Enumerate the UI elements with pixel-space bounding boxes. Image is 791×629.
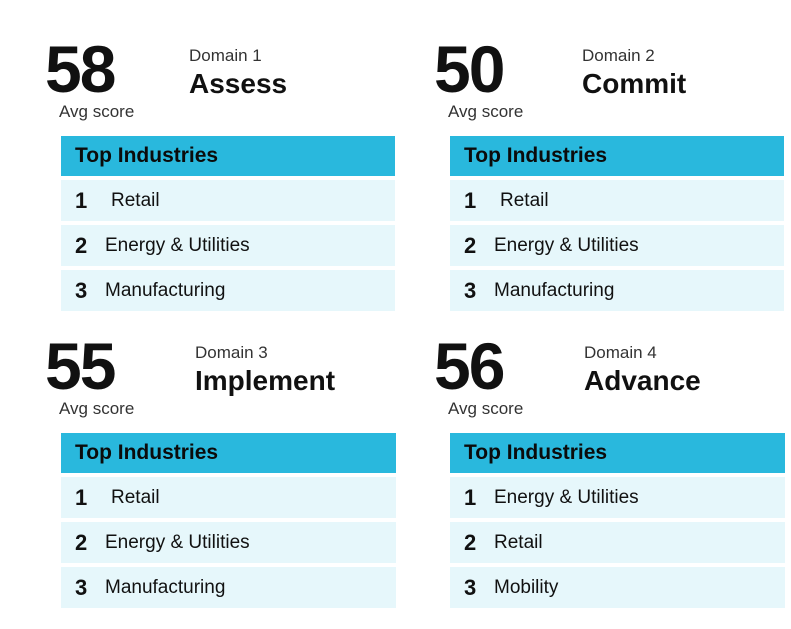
avg-score-value: 58 <box>45 32 116 106</box>
table-row: 2 Energy & Utilities <box>61 225 395 266</box>
industry-name: Manufacturing <box>494 279 615 301</box>
industry-name: Retail <box>111 486 160 508</box>
table-row: 3 Mobility <box>450 567 785 608</box>
avg-score-value: 55 <box>45 329 116 403</box>
domain-name: Advance <box>584 365 701 396</box>
domain-label: Domain 4 <box>584 343 657 362</box>
industry-name: Manufacturing <box>105 576 226 598</box>
industry-name: Manufacturing <box>105 279 226 301</box>
rank-number: 3 <box>464 277 477 303</box>
rank-number: 3 <box>75 277 88 303</box>
industry-name: Retail <box>494 531 543 553</box>
domain-label: Domain 3 <box>195 343 268 362</box>
domain-name: Commit <box>582 68 687 99</box>
top-industries-table: Top Industries 1 Energy & Utilities 2 Re… <box>450 433 785 608</box>
domain-name: Implement <box>195 365 336 396</box>
rank-number: 1 <box>75 484 88 510</box>
industry-name: Energy & Utilities <box>494 234 639 256</box>
industry-name: Retail <box>111 189 160 211</box>
table-header: Top Industries <box>61 136 395 176</box>
domain-label: Domain 1 <box>189 46 262 65</box>
rank-number: 2 <box>464 529 477 555</box>
top-industries-table: Top Industries 1 Retail 2 Energy & Utili… <box>450 136 784 311</box>
table-row: 3 Manufacturing <box>61 270 395 311</box>
rank-number: 2 <box>75 232 88 258</box>
domain-label: Domain 2 <box>582 46 655 65</box>
rank-number: 3 <box>464 574 477 600</box>
rank-number: 1 <box>464 187 477 213</box>
top-industries-table: Top Industries 1 Retail 2 Energy & Utili… <box>61 433 396 608</box>
rank-number: 1 <box>75 187 88 213</box>
table-header: Top Industries <box>61 433 396 473</box>
rank-number: 2 <box>464 232 477 258</box>
table-row: 1 Retail <box>61 180 395 221</box>
avg-score-label: Avg score <box>59 102 135 121</box>
industry-name: Mobility <box>494 576 559 598</box>
table-header: Top Industries <box>450 433 785 473</box>
industry-name: Retail <box>500 189 549 211</box>
table-row: 3 Manufacturing <box>450 270 784 311</box>
table-row: 1 Retail <box>450 180 784 221</box>
table-row: 3 Manufacturing <box>61 567 396 608</box>
rank-number: 2 <box>75 529 88 555</box>
rank-number: 1 <box>464 484 477 510</box>
table-row: 1 Retail <box>61 477 396 518</box>
table-header: Top Industries <box>450 136 784 176</box>
domain-panel-4: 56 Avg score Domain 4 Advance Top Indust… <box>434 333 785 629</box>
domain-panel-2: 50 Avg score Domain 2 Commit Top Industr… <box>434 36 784 332</box>
industry-name: Energy & Utilities <box>105 234 250 256</box>
rank-number: 3 <box>75 574 88 600</box>
avg-score-value: 56 <box>434 329 505 403</box>
table-row: 2 Retail <box>450 522 785 563</box>
domain-name: Assess <box>189 68 288 99</box>
domain-panel-3: 55 Avg score Domain 3 Implement Top Indu… <box>45 333 396 629</box>
table-row: 1 Energy & Utilities <box>450 477 785 518</box>
avg-score-label: Avg score <box>59 399 135 418</box>
table-row: 2 Energy & Utilities <box>61 522 396 563</box>
avg-score-value: 50 <box>434 32 505 106</box>
industry-name: Energy & Utilities <box>494 486 639 508</box>
avg-score-label: Avg score <box>448 399 524 418</box>
avg-score-label: Avg score <box>448 102 524 121</box>
table-row: 2 Energy & Utilities <box>450 225 784 266</box>
industry-name: Energy & Utilities <box>105 531 250 553</box>
domain-panel-1: 58 Avg score Domain 1 Assess Top Industr… <box>45 36 395 332</box>
top-industries-table: Top Industries 1 Retail 2 Energy & Utili… <box>61 136 395 311</box>
